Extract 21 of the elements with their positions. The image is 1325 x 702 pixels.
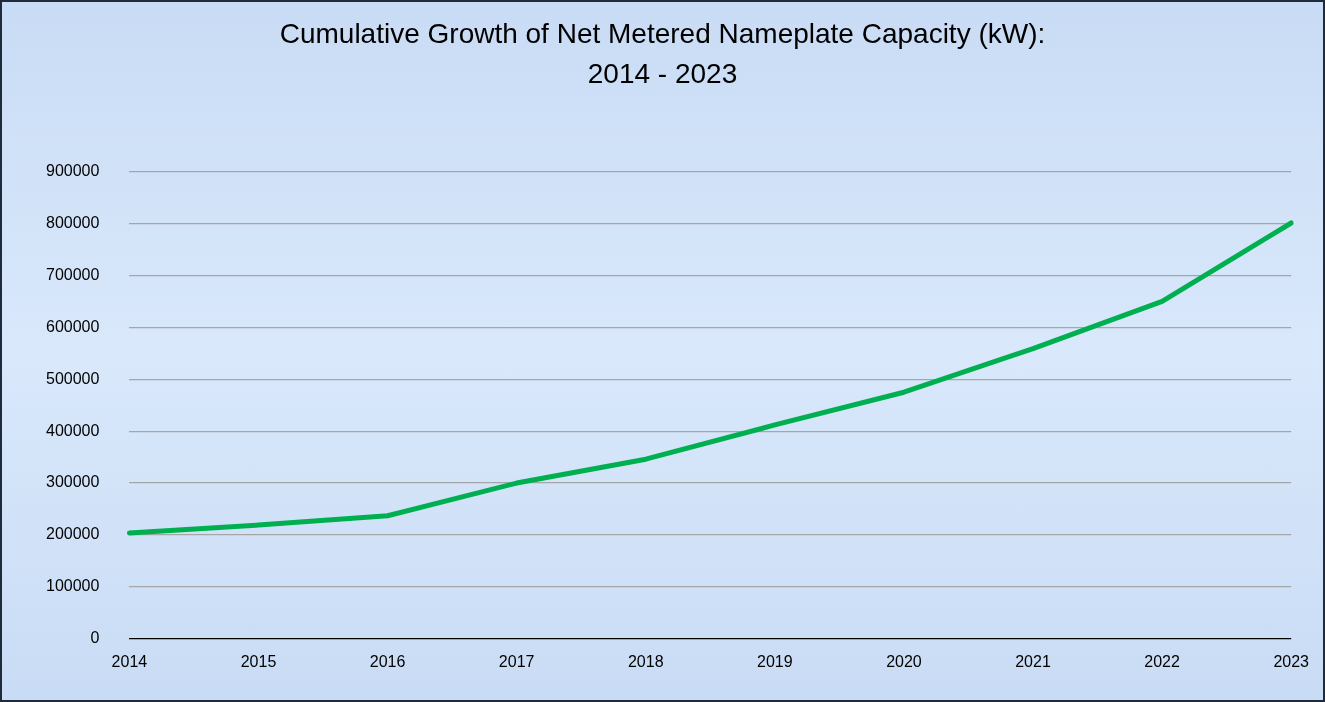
y-tick-label: 0 [90, 629, 100, 647]
x-tick-label: 2019 [757, 652, 793, 670]
y-tick-label: 200000 [46, 525, 100, 543]
x-tick-label: 2023 [1273, 652, 1310, 670]
chart-title: Cumulative Growth of Net Metered Nameplate Capacity (kW): 2014 - 2023 [278, 17, 1047, 91]
x-tick-label: 2017 [498, 652, 535, 670]
x-tick-label: 2015 [240, 652, 277, 670]
y-tick-label: 600000 [46, 317, 100, 335]
x-tick-label: 2021 [1015, 652, 1051, 670]
x-tick-label: 2022 [1144, 652, 1181, 670]
y-tick-label: 700000 [46, 265, 100, 283]
y-tick-label: 800000 [46, 213, 100, 231]
y-tick-label: 100000 [46, 577, 100, 595]
x-tick-label: 2020 [886, 652, 922, 670]
y-tick-label: 500000 [46, 369, 100, 387]
x-tick-label: 2016 [369, 652, 406, 670]
x-tick-label: 2014 [111, 652, 148, 670]
y-tick-label: 900000 [46, 162, 100, 180]
x-tick-label: 2018 [627, 652, 664, 670]
y-tick-label: 300000 [46, 473, 100, 491]
y-tick-label: 400000 [46, 421, 100, 439]
